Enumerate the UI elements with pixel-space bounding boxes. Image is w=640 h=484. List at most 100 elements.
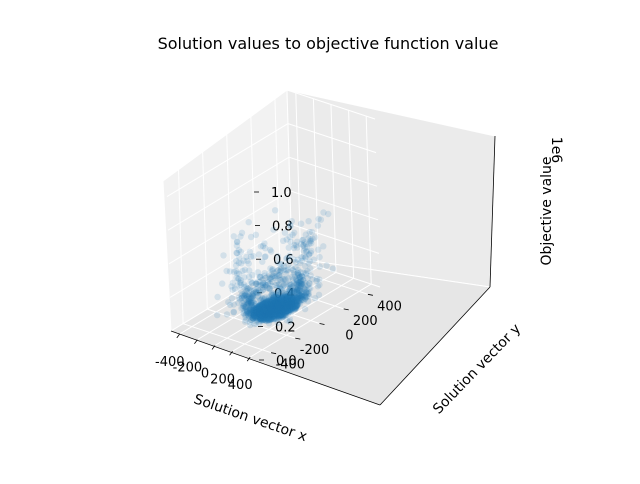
scatter-point (277, 306, 284, 313)
scatter-point (288, 273, 295, 281)
scatter-point (269, 295, 277, 303)
scatter-point (274, 300, 282, 307)
scatter-point (250, 312, 257, 320)
scatter-point (300, 247, 307, 254)
scatter-point (256, 304, 264, 311)
scatter-point (279, 297, 287, 304)
scatter-point (251, 306, 258, 313)
scatter-point (275, 281, 283, 288)
scatter-point (262, 281, 269, 289)
scatter-point (288, 305, 295, 312)
scatter-point (284, 254, 291, 262)
scatter-point (291, 288, 299, 296)
scatter-point (281, 306, 288, 314)
scatter-point (313, 277, 320, 285)
scatter-point (283, 299, 290, 306)
scatter-point (293, 288, 300, 295)
scatter-point (289, 297, 296, 304)
scatter-point (270, 301, 278, 309)
scatter-point (264, 310, 271, 317)
scatter-point (258, 305, 265, 312)
scatter-point (264, 305, 272, 312)
scatter-point (296, 299, 303, 306)
scatter-point (276, 311, 283, 319)
scatter-point (239, 299, 246, 307)
scatter-point (285, 301, 293, 309)
scatter-point (284, 295, 291, 302)
scatter-point (250, 293, 257, 300)
scatter-point (292, 303, 299, 310)
scatter-point (255, 289, 262, 296)
scatter-point (226, 268, 234, 275)
scatter-point (287, 281, 294, 288)
scatter-point (288, 299, 296, 307)
scatter-point (270, 311, 278, 318)
scatter-point (276, 299, 283, 306)
scatter-point (280, 302, 287, 309)
scatter-point (293, 286, 301, 294)
scatter-point (257, 243, 265, 250)
scatter-point (263, 307, 270, 314)
scatter-point (259, 309, 267, 316)
scatter-point (270, 301, 277, 309)
scatter-point (277, 285, 284, 292)
scatter-point (284, 293, 291, 300)
scatter-point (300, 285, 308, 293)
y-gridline-floor (207, 308, 296, 339)
scatter-point (274, 303, 281, 310)
scatter-point (268, 294, 275, 302)
scatter-point (260, 311, 267, 318)
scatter-point (259, 314, 266, 322)
scatter-point (257, 288, 264, 296)
scatter-point (271, 302, 279, 309)
scatter-point (267, 304, 274, 312)
scatter-point (234, 282, 241, 289)
scatter-point (279, 306, 286, 313)
scatter-point (293, 281, 301, 288)
scatter-point (259, 316, 266, 324)
scatter-point (256, 306, 264, 313)
scatter-point (264, 303, 271, 311)
scatter-point (262, 304, 269, 311)
scatter-point (270, 297, 277, 304)
scatter-point (292, 301, 300, 309)
scatter-point (263, 309, 270, 317)
scatter-point (275, 295, 282, 302)
scatter-point (260, 314, 267, 321)
scatter-point (297, 280, 305, 287)
scatter-point (269, 304, 276, 311)
scatter-point (255, 307, 263, 314)
scatter-point (258, 302, 266, 310)
scatter-point (233, 242, 241, 249)
scatter-point (305, 218, 312, 225)
scatter-point (267, 306, 275, 313)
scatter-point (302, 295, 309, 302)
scatter-point (280, 294, 287, 301)
scatter-point (286, 301, 294, 309)
scatter-point (280, 299, 287, 306)
scatter-point (281, 303, 289, 310)
scatter-point (269, 266, 276, 274)
scatter-point (309, 235, 316, 242)
scatter-point (258, 302, 265, 310)
scatter-point (276, 268, 284, 276)
scatter-point (263, 314, 270, 321)
scatter-point (285, 296, 293, 303)
scatter-point (280, 304, 288, 311)
scatter-point (288, 289, 296, 296)
scatter-point (257, 297, 264, 304)
scatter-point (263, 315, 270, 322)
scatter-point (261, 307, 268, 315)
x-tick (229, 351, 233, 356)
scatter-point (266, 307, 274, 315)
scatter-point (267, 300, 274, 307)
scatter-point (289, 295, 296, 302)
scatter-point (277, 306, 284, 313)
scatter-point (247, 305, 255, 312)
scatter-point (276, 307, 283, 315)
y-gridline-side (226, 126, 232, 295)
x-tick-label: 200 (210, 372, 235, 387)
scatter-point (283, 300, 290, 307)
scatter-point (279, 304, 287, 311)
scatter-point (294, 244, 301, 251)
